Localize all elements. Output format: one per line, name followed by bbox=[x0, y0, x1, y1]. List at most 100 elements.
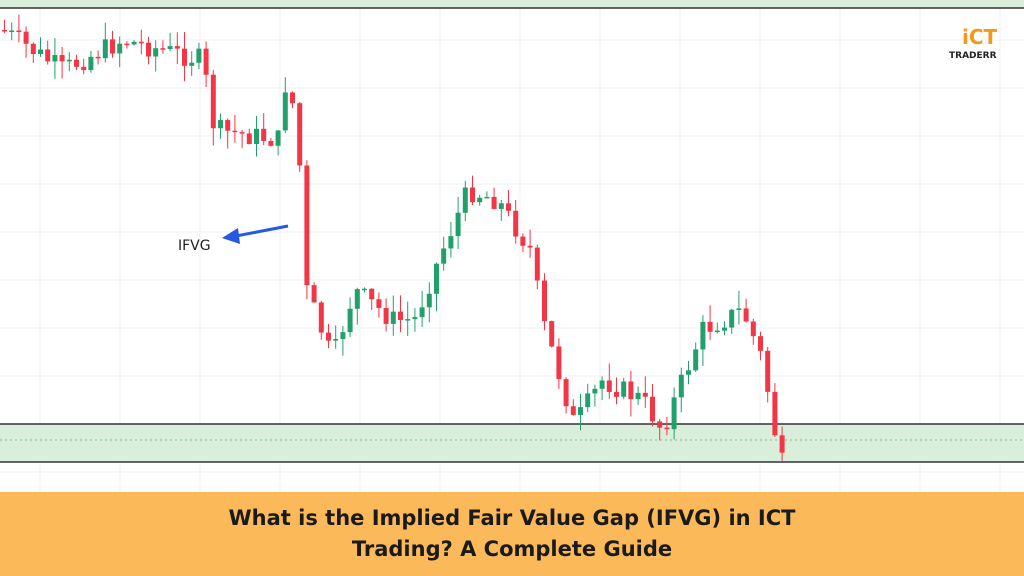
candle-body bbox=[268, 140, 274, 146]
candle-body bbox=[398, 311, 403, 320]
candle-body bbox=[405, 319, 411, 321]
candle-body bbox=[174, 46, 180, 49]
candle-body bbox=[66, 59, 72, 62]
candle-body bbox=[758, 336, 763, 351]
chart-label: IFVG bbox=[178, 238, 211, 254]
banner: What is the Implied Fair Value Gap (IFVG… bbox=[0, 492, 1024, 576]
candle-body bbox=[686, 370, 691, 375]
candle-body bbox=[160, 48, 166, 50]
candle-body bbox=[513, 210, 519, 237]
candle-body bbox=[527, 245, 533, 248]
candle-body bbox=[642, 392, 648, 397]
candle-body bbox=[275, 130, 281, 146]
candle-body bbox=[196, 48, 202, 63]
candle-body bbox=[347, 308, 353, 333]
candle-body bbox=[707, 321, 713, 332]
candle-body bbox=[462, 187, 468, 213]
candle-body bbox=[434, 263, 439, 294]
lower-zone bbox=[0, 424, 1024, 462]
candle-body bbox=[592, 388, 598, 394]
candle-body bbox=[326, 332, 331, 341]
candle-body bbox=[534, 247, 540, 281]
candle-body bbox=[74, 59, 79, 67]
candle-body bbox=[110, 39, 115, 54]
candle-body bbox=[189, 62, 195, 66]
candle-body bbox=[470, 187, 475, 203]
candle-body bbox=[498, 203, 504, 209]
candle-body bbox=[52, 55, 58, 62]
candle-body bbox=[102, 39, 108, 59]
banner-title: What is the Implied Fair Value Gap (IFVG… bbox=[228, 506, 796, 530]
candle-body bbox=[779, 435, 785, 453]
candle-body bbox=[16, 30, 22, 33]
grid bbox=[0, 0, 1024, 492]
logo-mark: iCT bbox=[962, 25, 998, 49]
candle-body bbox=[448, 236, 454, 249]
upper-zone bbox=[0, 0, 1024, 8]
candle-body bbox=[455, 212, 461, 237]
candle-body bbox=[426, 293, 432, 308]
candle-body bbox=[743, 308, 749, 322]
candle-body bbox=[232, 130, 238, 133]
arrow-head bbox=[222, 228, 240, 244]
candle-body bbox=[88, 56, 94, 71]
candle-body bbox=[333, 339, 339, 341]
candle-body bbox=[714, 330, 720, 333]
candle-body bbox=[81, 66, 87, 71]
candle-body bbox=[736, 308, 742, 310]
candle-body bbox=[218, 120, 223, 129]
candle-body bbox=[282, 92, 288, 131]
candle-body bbox=[700, 321, 706, 350]
candle-body bbox=[419, 307, 425, 318]
candle-body bbox=[657, 421, 663, 428]
candle-body bbox=[729, 309, 735, 328]
candle-body bbox=[95, 56, 101, 59]
candle-body bbox=[124, 43, 130, 46]
candle-body bbox=[45, 49, 51, 62]
candle-body bbox=[441, 248, 447, 264]
candle-body bbox=[311, 285, 317, 303]
candle-body bbox=[722, 327, 727, 331]
candle-body bbox=[369, 288, 375, 300]
candle-body bbox=[650, 396, 655, 422]
candle-body bbox=[570, 406, 576, 415]
candle-body bbox=[131, 41, 137, 45]
candle-body bbox=[362, 288, 367, 291]
candle-body bbox=[376, 299, 382, 308]
candle-body bbox=[59, 55, 65, 62]
candle-body bbox=[239, 132, 245, 134]
candle-body bbox=[297, 103, 303, 166]
candle-body bbox=[182, 48, 187, 66]
candle-body bbox=[225, 120, 231, 131]
candle-body bbox=[671, 397, 677, 430]
price-chart: IFVG iCT TRADERR bbox=[0, 0, 1024, 492]
candle-body bbox=[117, 43, 123, 54]
candle-body bbox=[138, 41, 144, 44]
candle-body bbox=[167, 46, 173, 50]
candle-body bbox=[146, 42, 151, 57]
candle-body bbox=[340, 332, 346, 340]
candle-body bbox=[693, 349, 699, 371]
candle-body bbox=[599, 380, 605, 389]
candle-body bbox=[614, 391, 619, 397]
candle-body bbox=[556, 346, 562, 380]
candle-body bbox=[765, 350, 771, 392]
candle-body bbox=[621, 381, 627, 397]
candle-body bbox=[506, 203, 511, 211]
candle-body bbox=[750, 321, 756, 337]
candle-body bbox=[210, 74, 216, 129]
candle-body bbox=[153, 48, 159, 57]
candle-body bbox=[606, 380, 612, 392]
candle-body bbox=[563, 379, 569, 407]
candle-body bbox=[477, 197, 483, 203]
candle-body bbox=[9, 30, 15, 33]
candle-body bbox=[549, 321, 555, 347]
candle-body bbox=[628, 381, 634, 400]
candle-body bbox=[290, 92, 295, 104]
candle-body bbox=[412, 317, 418, 320]
candle-body bbox=[254, 128, 259, 144]
candle-body bbox=[30, 43, 36, 54]
candle-body bbox=[354, 289, 360, 309]
candle-body bbox=[491, 196, 497, 209]
